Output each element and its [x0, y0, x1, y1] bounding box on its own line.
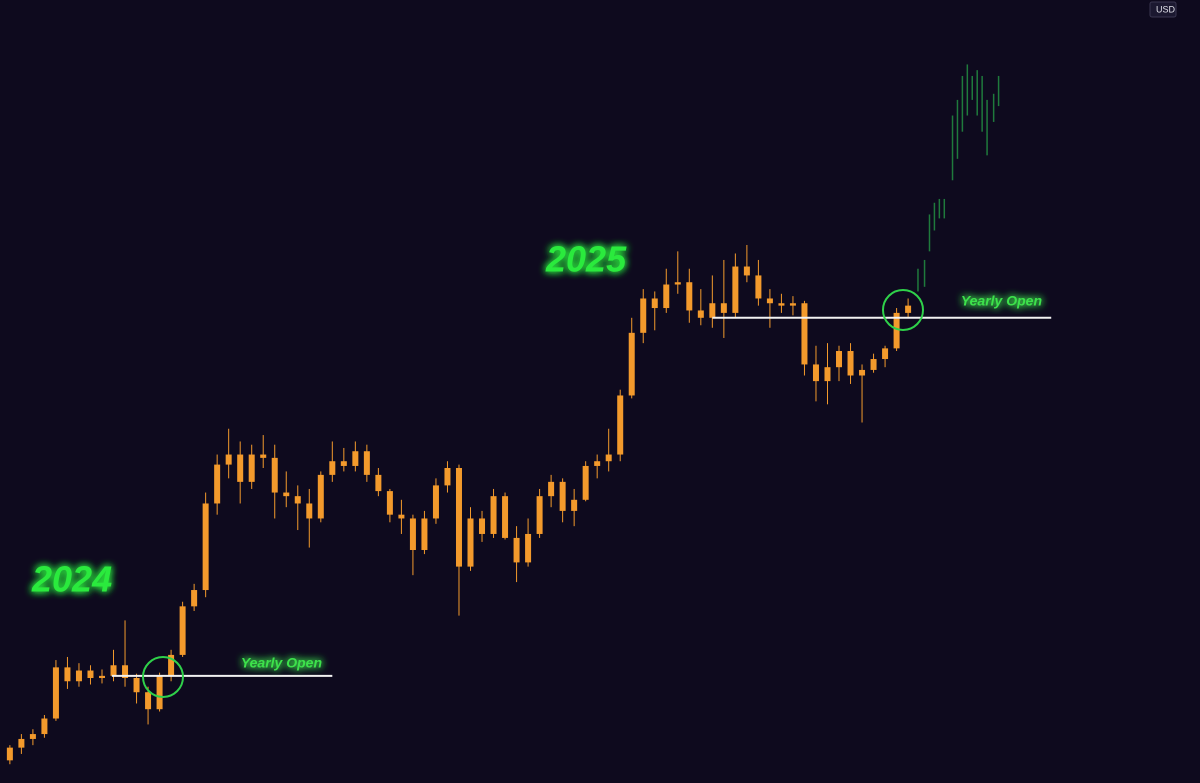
candle-body — [605, 454, 612, 462]
candle-body — [29, 734, 36, 739]
candle-body — [525, 533, 532, 563]
candle-body — [271, 457, 278, 493]
candle-body — [386, 491, 393, 515]
candle-body — [824, 367, 831, 382]
candle-body — [122, 665, 129, 679]
candle-body — [801, 303, 808, 365]
candle-body — [352, 451, 359, 466]
candle-body — [490, 496, 497, 534]
candle-body — [168, 654, 175, 676]
candle-body — [882, 348, 889, 360]
candle-body — [41, 718, 48, 735]
candle-body — [812, 364, 819, 382]
candle-body — [432, 485, 439, 519]
candle-body — [697, 310, 704, 318]
candle-body — [225, 454, 232, 465]
candle-body — [64, 667, 71, 682]
candle-body — [778, 303, 785, 306]
candle-body — [340, 461, 347, 466]
candle-body — [870, 359, 877, 370]
year-annotation: 2024 — [31, 559, 112, 600]
yearly-open-label: Yearly Open — [961, 293, 1042, 309]
candle-body — [248, 454, 255, 482]
candle-body — [859, 369, 866, 376]
price-axis — [1146, 0, 1200, 783]
candle-body — [179, 606, 186, 655]
candle-body — [559, 481, 566, 511]
candle-body — [214, 464, 221, 504]
candle-body — [52, 667, 59, 719]
candle-body — [628, 332, 635, 396]
candle-body — [133, 678, 140, 693]
candle-body — [548, 481, 555, 497]
currency-tag — [1149, 1, 1177, 18]
candle-body — [145, 692, 152, 710]
candle-body — [444, 467, 451, 486]
candle-body — [191, 590, 198, 607]
candle-body — [686, 282, 693, 311]
candle-body — [789, 303, 796, 306]
candle-body — [75, 670, 82, 682]
candle-body — [513, 537, 520, 563]
candle-body — [306, 503, 313, 519]
candle-body — [237, 454, 244, 482]
candle-body — [467, 518, 474, 567]
candle-body — [409, 518, 416, 550]
candle-body — [582, 465, 589, 500]
yearly-open-label: Yearly Open — [241, 655, 322, 671]
candle-body — [375, 474, 382, 492]
candle-body — [755, 275, 762, 299]
candle-body — [847, 351, 854, 376]
candle-body — [317, 474, 324, 519]
candle-body — [398, 514, 405, 519]
currency-label: USD — [1156, 4, 1176, 14]
candle-body — [720, 303, 727, 313]
highlight-circle — [142, 656, 184, 698]
candle-body — [766, 298, 773, 304]
candle-body — [329, 461, 336, 475]
candle-body — [260, 454, 267, 458]
candle-body — [202, 503, 209, 591]
candle-body — [536, 496, 543, 534]
candle-body — [617, 395, 624, 455]
candle-body — [283, 492, 290, 497]
candle-body — [640, 298, 647, 333]
highlight-circle — [882, 289, 924, 331]
candle-body — [110, 665, 117, 676]
candle-body — [455, 467, 462, 567]
candle-body — [674, 282, 681, 285]
candle-body — [709, 303, 716, 318]
candle-body — [732, 266, 739, 313]
candle-body — [905, 305, 912, 313]
candle-body — [156, 675, 163, 710]
candle-body — [571, 499, 578, 511]
year-annotation: 2025 — [545, 239, 627, 280]
candle-body — [594, 461, 601, 466]
candle-body — [893, 312, 900, 349]
candle-body — [421, 518, 428, 550]
candle-body — [663, 284, 670, 309]
candle-body — [98, 675, 105, 679]
candle-body — [836, 351, 843, 368]
candle-body — [363, 451, 370, 475]
candle-body — [743, 266, 750, 276]
candle-body — [6, 747, 13, 761]
candle-body — [502, 496, 509, 538]
candle-body — [651, 298, 658, 309]
candle-body — [479, 518, 486, 534]
candle-body — [87, 670, 94, 679]
candle-body — [18, 738, 25, 748]
candle-body — [294, 496, 301, 504]
